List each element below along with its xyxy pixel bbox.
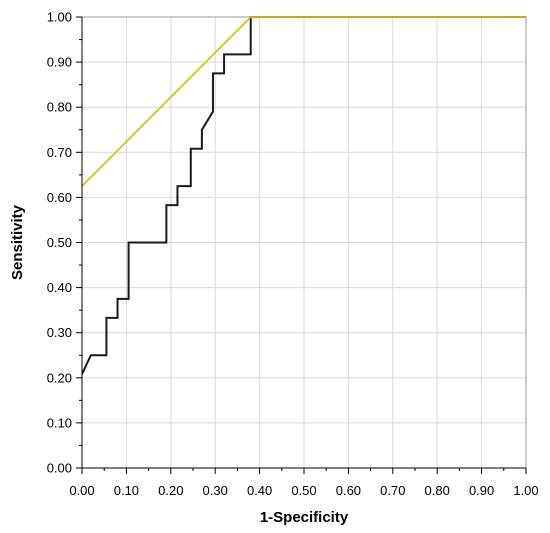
y-tick-label: 0.50 (47, 235, 72, 250)
axes: 0.00 0.10 0.20 0.30 0.40 0.50 0.60 0.70 0.80 0.90… (47, 10, 539, 499)
reference-line (81, 16, 526, 187)
series-layer (81, 16, 526, 375)
y-tick-label: 0.90 (47, 55, 72, 70)
y-tick-label: 0.10 (47, 415, 72, 430)
roc-curve-line (81, 16, 526, 375)
x-tick-label: 0.80 (425, 483, 450, 498)
y-tick-label: 0.60 (47, 190, 72, 205)
x-tick-label: 0.90 (469, 483, 494, 498)
x-tick-label: 0.20 (158, 483, 183, 498)
x-tick-label: 0.10 (114, 483, 139, 498)
y-tick-label: 0.30 (47, 325, 72, 340)
x-tick-label: 0.50 (291, 483, 316, 498)
y-tick-label: 1.00 (47, 10, 72, 25)
x-tick-label: 0.40 (247, 483, 272, 498)
x-tick-label: 0.70 (380, 483, 405, 498)
y-tick-label: 0.00 (47, 461, 72, 476)
x-tick-label: 0.30 (203, 483, 228, 498)
x-tick-label: 0.00 (69, 483, 94, 498)
x-axis-title: 1-Specificity (260, 509, 349, 526)
x-tick-label: 0.60 (336, 483, 361, 498)
y-tick-label: 0.70 (47, 145, 72, 160)
y-tick-label: 0.80 (47, 100, 72, 115)
x-tick-label: 1.00 (513, 483, 538, 498)
y-axis-title: Sensitivity (9, 204, 26, 280)
y-tick-label: 0.20 (47, 370, 72, 385)
y-tick-label: 0.40 (47, 280, 72, 295)
